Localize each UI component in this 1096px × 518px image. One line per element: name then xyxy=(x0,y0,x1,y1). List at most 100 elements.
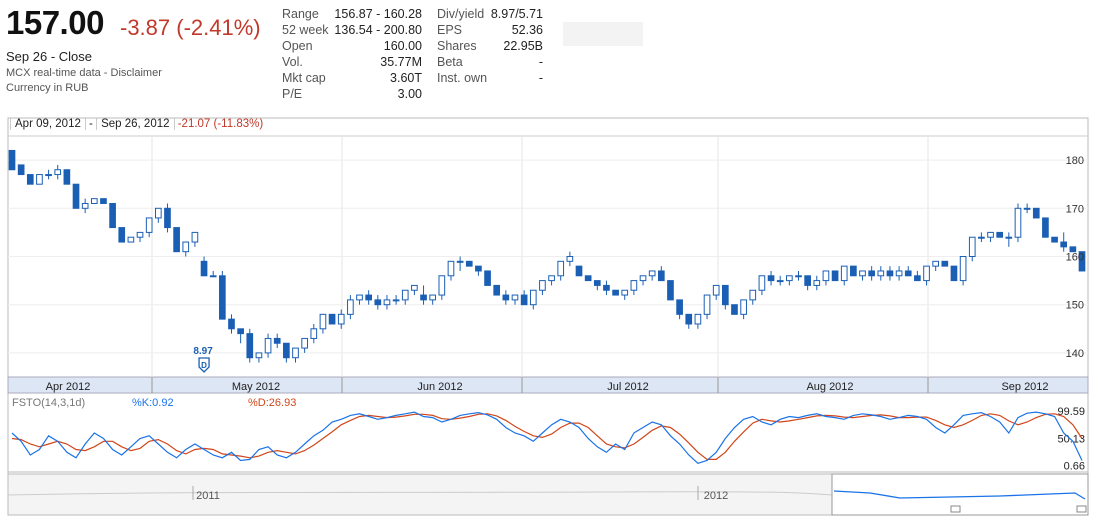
candle-body xyxy=(438,275,446,296)
stat-row: Vol. 35.77M xyxy=(282,55,422,71)
stat-value: 22.95B xyxy=(503,39,543,53)
candle-body xyxy=(822,270,830,282)
price-y-ticks: 140 150 160 170 180 xyxy=(1066,155,1084,360)
candle-body xyxy=(968,236,976,258)
range-start-date[interactable]: Apr 09, 2012 xyxy=(10,118,86,130)
candle-body xyxy=(1078,251,1086,272)
candle-body xyxy=(72,183,80,209)
candle-body xyxy=(831,270,839,282)
candle-body xyxy=(392,299,400,302)
candle-body xyxy=(1069,246,1077,253)
candle-body xyxy=(603,284,610,291)
candle-body xyxy=(914,275,921,282)
stat-label: Shares xyxy=(437,39,477,53)
stat-value: - xyxy=(538,55,543,69)
candle-body xyxy=(520,294,528,306)
stat-value: 136.54 - 200.80 xyxy=(334,23,422,37)
stat-value: 160.00 xyxy=(383,39,422,53)
percent-k-line xyxy=(11,411,1083,464)
candle-body xyxy=(612,289,619,296)
candle-body xyxy=(26,174,34,185)
candle-body xyxy=(127,236,135,243)
candle-body xyxy=(273,337,281,344)
candle-body xyxy=(484,270,491,286)
y-tick-label: 170 xyxy=(1066,203,1084,215)
navigator-history-line xyxy=(7,491,833,496)
stat-label: Inst. own xyxy=(437,71,488,85)
stat-label: Mkt cap xyxy=(282,71,326,85)
candle-body xyxy=(639,275,647,282)
blurred-widget xyxy=(563,22,643,46)
candle-body xyxy=(191,231,199,243)
month-label: Jun 2012 xyxy=(417,381,462,393)
stat-row: 52 week 136.54 - 200.80 xyxy=(282,23,422,39)
candle-body xyxy=(840,265,848,282)
candle-body xyxy=(749,289,757,301)
stat-row: Shares 22.95B xyxy=(437,39,543,55)
candle-body xyxy=(557,260,565,277)
candle-body xyxy=(886,270,894,277)
candle-body xyxy=(566,256,574,262)
candle-body xyxy=(959,256,967,282)
range-end-date[interactable]: Sep 26, 2012 xyxy=(96,118,175,130)
candle-body xyxy=(365,294,373,301)
candle-body xyxy=(868,270,875,277)
candle-body xyxy=(795,275,802,278)
candle-body xyxy=(703,294,711,315)
candle-body xyxy=(667,280,674,301)
candle-body xyxy=(584,275,592,282)
month-label: Aug 2012 xyxy=(806,381,853,393)
candle-body xyxy=(1005,236,1013,239)
candle-body xyxy=(987,231,994,238)
month-axis: Apr 2012 May 2012 Jun 2012 Jul 2012 Aug 2012… xyxy=(46,377,1049,393)
oscillator-y-tick: 99.59 xyxy=(1057,406,1085,418)
y-tick-label: 140 xyxy=(1066,348,1084,360)
percent-d-line xyxy=(11,413,1083,460)
candle-body xyxy=(319,313,327,330)
candle-body xyxy=(923,265,930,282)
stat-label: Beta xyxy=(437,55,463,69)
candle-body xyxy=(219,275,226,320)
y-tick-label: 160 xyxy=(1066,252,1084,264)
candle-body xyxy=(1023,207,1031,210)
candle-body xyxy=(292,347,299,359)
candle-body xyxy=(1042,217,1049,238)
close-label: Sep 26 - Close xyxy=(6,49,92,64)
navigator-handle-icon xyxy=(1076,505,1087,513)
candle-body xyxy=(63,169,71,185)
navigator-year-label: 2011 xyxy=(196,490,220,502)
candle-body xyxy=(383,299,391,306)
candle-body xyxy=(36,174,43,185)
candle-body xyxy=(54,169,62,176)
navigator-panel: 2011 2012 xyxy=(7,473,1089,516)
stats-column-1: Range 156.87 - 160.28 52 week 136.54 - 200… xyxy=(282,7,422,103)
stat-label: EPS xyxy=(437,23,463,37)
candlestick-series xyxy=(8,149,1086,363)
percent-d-label: %D:26.93 xyxy=(248,397,296,409)
candle-body xyxy=(1032,207,1040,219)
data-source-link[interactable]: MCX real-time data - Disclaimer xyxy=(6,67,162,79)
candle-body xyxy=(301,337,308,349)
candle-body xyxy=(255,352,263,359)
candle-body xyxy=(475,265,482,272)
candle-body xyxy=(657,270,665,282)
candle-body xyxy=(401,289,409,301)
month-label: Jul 2012 xyxy=(607,381,649,393)
stat-row: Inst. own - xyxy=(437,71,543,87)
stat-label: P/E xyxy=(282,87,303,101)
candle-body xyxy=(731,304,738,315)
stat-label: Open xyxy=(282,39,313,53)
candle-body xyxy=(621,289,629,296)
candle-body xyxy=(136,231,144,238)
candle-body xyxy=(895,270,903,277)
candle-body xyxy=(118,227,126,243)
candle-body xyxy=(154,207,162,219)
candle-body xyxy=(630,280,638,291)
candle-body xyxy=(932,260,940,267)
stat-row: EPS 52.36 xyxy=(437,23,543,39)
dividend-flag-letter: D xyxy=(201,361,207,370)
month-label: Apr 2012 xyxy=(46,381,91,393)
candle-body xyxy=(593,280,601,286)
candle-body xyxy=(420,294,427,301)
